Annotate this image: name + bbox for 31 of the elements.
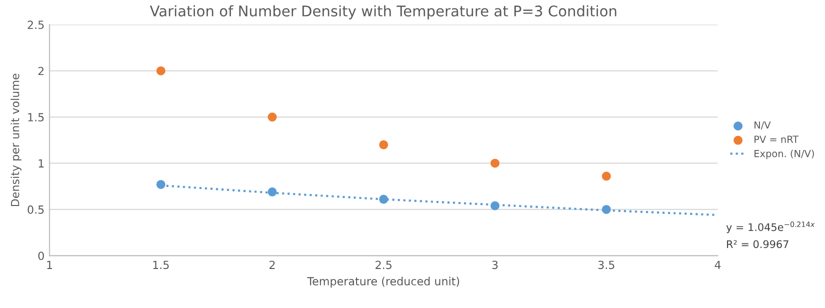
text: y = 1.045e$^{−0.214x}$ xyxy=(726,222,815,234)
point xyxy=(490,158,500,168)
y-tick-label: 0 xyxy=(38,252,44,260)
y-tick-label: 1 xyxy=(38,159,44,168)
point xyxy=(602,172,611,181)
point xyxy=(268,187,277,196)
point xyxy=(379,140,388,150)
legend-label: Expon. (N/V) xyxy=(754,150,814,160)
legend-label: N/V xyxy=(754,121,771,130)
x-tick-label: 2.5 xyxy=(376,260,392,270)
point xyxy=(268,112,277,122)
y-tick-label: 1.5 xyxy=(28,113,44,122)
point xyxy=(156,66,166,76)
point xyxy=(490,201,500,210)
x-axis-title: Temperature (reduced unit) xyxy=(307,276,460,288)
y-tick-label: 2 xyxy=(38,66,44,76)
x-tick-label: 3 xyxy=(492,260,498,270)
x-tick-label: 4 xyxy=(714,260,721,269)
x-tick-label: 2 xyxy=(270,260,275,269)
point xyxy=(379,194,388,204)
chart-title: Variation of Number Density with Temperature at P=3 Condition xyxy=(150,5,616,20)
legend-label: PV = nRT xyxy=(754,136,799,143)
y-axis-title: Density per unit volume xyxy=(10,74,22,206)
point xyxy=(602,204,611,214)
x-tick-label: 1.5 xyxy=(153,260,169,270)
text: R² = 0.9967 xyxy=(727,240,788,248)
y-tick-label: 2.5 xyxy=(28,20,44,30)
x-tick-label: 3.5 xyxy=(598,260,614,270)
x-tick-label: 1 xyxy=(47,260,52,269)
point xyxy=(156,180,166,189)
y-tick-label: 0.5 xyxy=(28,205,44,214)
